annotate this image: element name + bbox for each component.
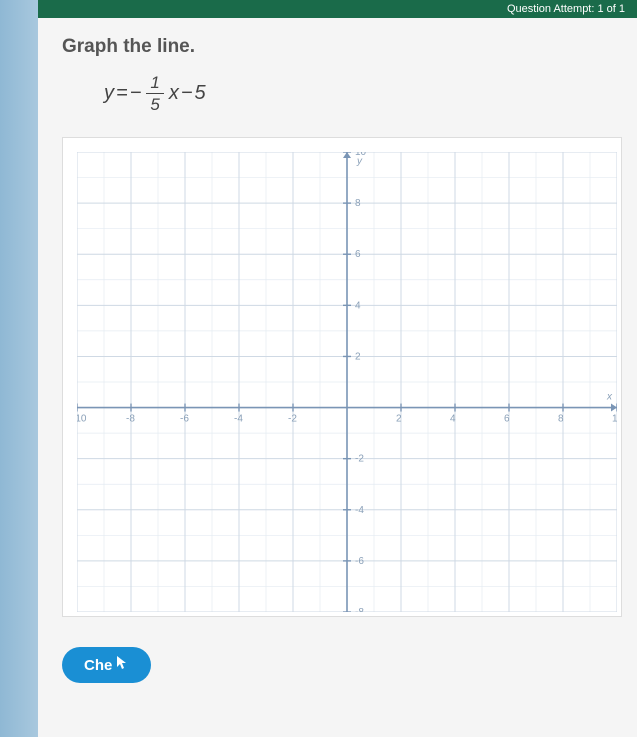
equation-numerator: 1 bbox=[146, 74, 163, 94]
svg-text:-10: -10 bbox=[77, 414, 87, 425]
equation: y = − 1 5 x − 5 bbox=[104, 74, 613, 113]
check-button[interactable]: Che bbox=[62, 647, 151, 683]
svg-text:2: 2 bbox=[396, 414, 402, 425]
pointer-icon bbox=[115, 655, 129, 675]
instruction-text: Graph the line. bbox=[62, 36, 613, 58]
equation-neg: − bbox=[130, 82, 142, 105]
svg-text:-2: -2 bbox=[355, 454, 364, 465]
svg-text:-6: -6 bbox=[180, 414, 189, 425]
header-bar: Question Attempt: 1 of 1 bbox=[38, 0, 637, 18]
graph-container: 108642-2-4-6-8-10-8-6-4-2246810yx bbox=[62, 137, 622, 617]
svg-text:2: 2 bbox=[355, 351, 361, 362]
svg-text:4: 4 bbox=[450, 414, 456, 425]
check-label: Che bbox=[84, 657, 112, 674]
content-panel: Graph the line. y = − 1 5 x − 5 10 8 6 4 2 -2… bbox=[38, 18, 637, 737]
svg-text:8: 8 bbox=[558, 414, 564, 425]
equation-eq: = bbox=[116, 82, 128, 105]
svg-text:-8: -8 bbox=[126, 414, 135, 425]
svg-text:y: y bbox=[356, 156, 363, 167]
equation-minus: − bbox=[181, 82, 193, 105]
svg-text:-8: -8 bbox=[355, 607, 364, 612]
equation-y: y bbox=[104, 82, 114, 105]
svg-text:x: x bbox=[606, 392, 613, 403]
svg-text:8: 8 bbox=[355, 198, 361, 209]
svg-text:-4: -4 bbox=[234, 414, 243, 425]
equation-fraction: 1 5 bbox=[146, 74, 163, 113]
svg-text:-2: -2 bbox=[288, 414, 297, 425]
svg-text:4: 4 bbox=[355, 300, 361, 311]
coordinate-grid[interactable]: 108642-2-4-6-8-10-8-6-4-2246810yx bbox=[77, 152, 617, 612]
svg-text:6: 6 bbox=[355, 249, 361, 260]
equation-const: 5 bbox=[195, 82, 206, 105]
svg-text:10: 10 bbox=[612, 414, 617, 425]
equation-x: x bbox=[169, 82, 179, 105]
svg-text:-4: -4 bbox=[355, 505, 364, 516]
attempt-text: Question Attempt: 1 of 1 bbox=[507, 3, 625, 15]
svg-text:-6: -6 bbox=[355, 556, 364, 567]
svg-text:6: 6 bbox=[504, 414, 510, 425]
equation-denominator: 5 bbox=[150, 94, 159, 113]
